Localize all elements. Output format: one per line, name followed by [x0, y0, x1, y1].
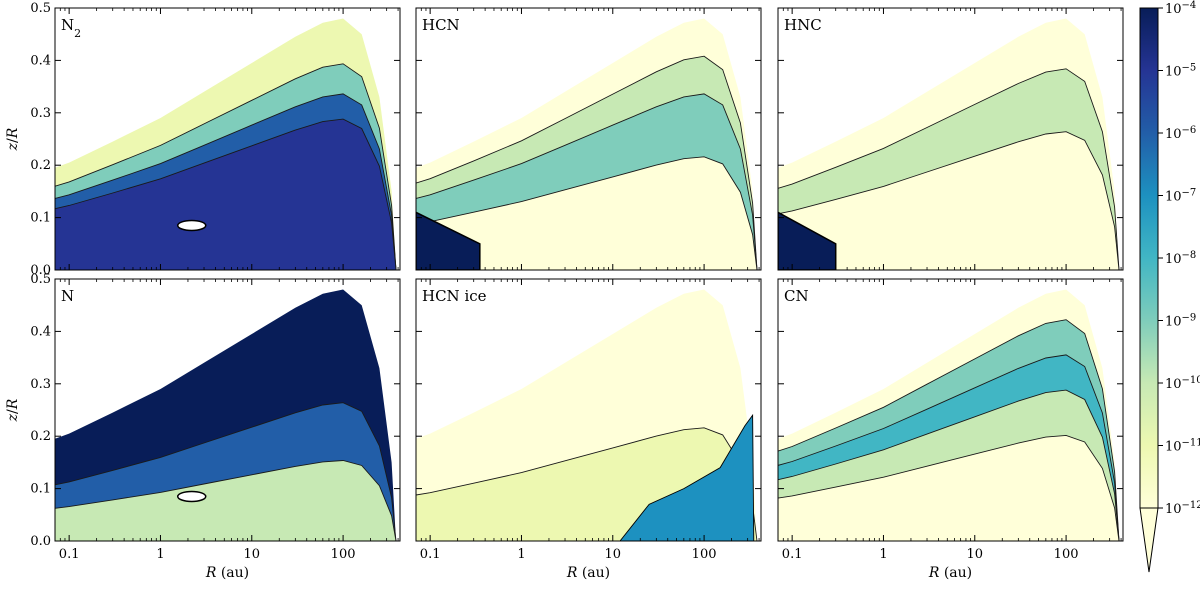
x-tick-label: 100	[692, 547, 717, 562]
panel-title: N	[61, 287, 74, 305]
x-tick-label: 10	[967, 547, 984, 562]
colorbar-extend-arrow	[1139, 507, 1159, 573]
panel-frame	[54, 278, 401, 542]
abundance-layer	[55, 118, 397, 270]
y-tick-label: 0.3	[30, 106, 51, 121]
colorbar-tick-label: 10−10	[1165, 375, 1200, 393]
x-tick-label: 100	[1054, 547, 1079, 562]
y-tick-label: 0.4	[30, 53, 51, 68]
x-tick-label: 1	[517, 547, 525, 562]
colorbar-tick-label: 10−11	[1165, 437, 1200, 455]
panel-title: HCN ice	[422, 287, 487, 305]
panel-n: N 0.1 1 10 100 0.0 0.1 0.2 0.3 0.4 0.5 R (au) z/R	[5, 272, 401, 581]
y-tick-label: 0.3	[30, 377, 51, 392]
y-tick-label: 0.2	[30, 158, 51, 173]
y-tick-label: 0.5	[30, 272, 51, 287]
ice-region	[619, 413, 755, 541]
x-tick-label: 0.1	[420, 547, 441, 562]
colorbar-tick-label: 10−7	[1165, 187, 1196, 205]
colorbar-tick-label: 10−5	[1165, 62, 1196, 80]
x-axis-label: R (au)	[205, 565, 249, 581]
panel-title: HNC	[784, 16, 822, 34]
colorbar-tick-label: 10−6	[1165, 125, 1196, 143]
colorbar: 10−4 10−5 10−6 10−7 10−8 10−9 10−10 10−11 10−12	[1139, 0, 1200, 573]
panel-cn: CN 0.1 1 10 100 R (au)	[777, 278, 1124, 581]
abundance-layer	[416, 156, 758, 270]
colorbar-bar	[1139, 7, 1159, 509]
panel-frame	[415, 278, 762, 542]
colorbar-tick-label: 10−12	[1165, 500, 1200, 518]
y-tick-label: 0.4	[30, 324, 51, 339]
x-axis-label: R (au)	[566, 565, 610, 581]
abundance-layer	[778, 131, 1120, 270]
panel-hcn-ice: HCN ice 0.1 1 10 100 R (au)	[415, 278, 762, 581]
x-tick-label: 0.1	[59, 547, 80, 562]
x-axis-label: R (au)	[928, 565, 972, 581]
y-tick-label: 0.2	[30, 429, 51, 444]
panel-frame	[415, 7, 762, 271]
y-axis-label: z/R	[5, 398, 21, 422]
colorbar-tick-label: 10−9	[1165, 312, 1196, 330]
inner-midplane-region	[416, 211, 481, 270]
panel-n2: N20.00.10.20.30.40.5z/R	[5, 1, 401, 278]
colorbar-tick-label: 10−4	[1165, 0, 1196, 17]
panel-title: CN	[784, 287, 809, 305]
panel-frame	[54, 7, 401, 271]
y-axis-label: z/R	[5, 127, 21, 151]
x-tick-label: 10	[244, 547, 261, 562]
hole-region	[176, 490, 207, 503]
x-tick-label: 10	[605, 547, 622, 562]
panel-hnc: HNC	[777, 7, 1124, 271]
y-tick-label: 0.0	[30, 263, 51, 278]
colorbar-tick-label: 10−8	[1165, 250, 1196, 268]
y-tick-label: 0.0	[30, 534, 51, 549]
abundance-layer	[778, 434, 1120, 541]
abundance-layer	[55, 460, 397, 541]
y-tick-label: 0.1	[30, 482, 51, 497]
x-tick-label: 100	[331, 547, 356, 562]
panel-title: HCN	[422, 16, 460, 34]
y-tick-label: 0.5	[30, 1, 51, 16]
y-tick-label: 0.1	[30, 211, 51, 226]
hole-region	[176, 219, 207, 232]
inner-midplane-region	[778, 211, 837, 270]
x-tick-label: 0.1	[782, 547, 803, 562]
panel-hcn: HCN	[415, 7, 762, 271]
x-tick-label: 1	[156, 547, 164, 562]
panel-frame	[777, 7, 1124, 271]
x-tick-label: 1	[879, 547, 887, 562]
panel-frame	[777, 278, 1124, 542]
